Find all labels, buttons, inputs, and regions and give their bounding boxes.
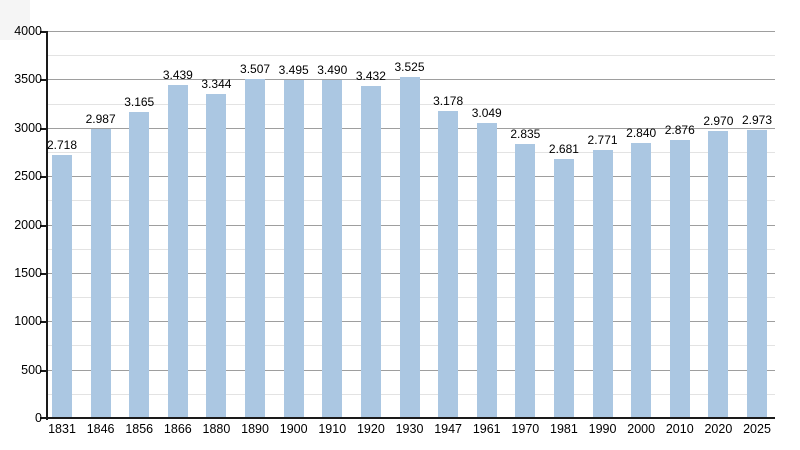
bar-value-label-2000: 2.840 — [626, 126, 657, 141]
bar-value-label-1981: 2.681 — [548, 141, 579, 156]
bar-value-label-1866: 3.439 — [162, 68, 193, 83]
y-tick-0 — [40, 417, 46, 419]
bar-1961 — [476, 123, 497, 418]
bar-value-label-1846: 2.987 — [85, 112, 116, 126]
y-axis-label-2500: 2500 — [14, 169, 42, 184]
bar-value-label-2010: 2.876 — [664, 122, 695, 137]
bar-value-label-1831: 2.718 — [46, 138, 78, 153]
y-tick-2500 — [40, 176, 46, 179]
bar-2000 — [631, 143, 652, 418]
x-axis-label-1910: 1910 — [318, 422, 347, 436]
bar-value-label-1961: 3.049 — [471, 106, 502, 120]
y-axis-label-500: 500 — [21, 362, 42, 377]
y-tick-4000 — [40, 31, 46, 33]
bar-1990 — [592, 149, 613, 418]
x-axis-label-1970: 1970 — [511, 422, 540, 436]
y-axis-label-4000: 4000 — [14, 24, 42, 38]
x-axis-label-1930: 1930 — [395, 422, 424, 436]
y-tick-3500 — [40, 79, 46, 82]
minor-gridline-3750 — [48, 55, 775, 57]
corner-artifact — [0, 0, 30, 40]
x-axis-label-1920: 1920 — [356, 422, 385, 436]
y-tick-1500 — [40, 272, 46, 275]
y-tick-500 — [40, 369, 46, 372]
y-axis-label-3000: 3000 — [14, 120, 42, 135]
bar-1831 — [52, 155, 72, 418]
x-axis-label-1831: 1831 — [48, 422, 76, 436]
x-axis-label-1856: 1856 — [125, 422, 154, 436]
y-axis-label-3500: 3500 — [14, 72, 42, 87]
bar-1981 — [553, 158, 574, 418]
y-axis-label-1500: 1500 — [14, 265, 42, 280]
bar-value-label-2025: 2.973 — [741, 113, 773, 128]
x-axis-label-1961: 1961 — [472, 422, 501, 436]
bar-value-label-1990: 2.771 — [587, 132, 618, 147]
bar-1930 — [399, 76, 420, 418]
y-axis-label-0: 0 — [35, 411, 42, 425]
bar-1920 — [360, 85, 381, 418]
bar-1846 — [90, 129, 111, 418]
x-axis-label-1981: 1981 — [550, 422, 578, 436]
bar-2025 — [747, 130, 767, 418]
x-axis-label-2010: 2010 — [665, 422, 694, 436]
x-axis-label-1880: 1880 — [202, 422, 231, 436]
bar-1947 — [438, 110, 459, 418]
x-axis-label-2020: 2020 — [704, 422, 733, 436]
x-axis-label-1900: 1900 — [279, 422, 308, 436]
bar-1970 — [515, 143, 536, 418]
bar-1890 — [245, 78, 266, 418]
y-tick-2000 — [40, 224, 46, 227]
bar-value-label-1890: 3.507 — [240, 61, 271, 76]
bar-2020 — [708, 130, 729, 418]
y-axis-line — [46, 31, 48, 420]
bar-value-label-1900: 3.495 — [278, 62, 309, 77]
major-gridline-4000 — [48, 31, 775, 32]
bar-value-label-1970: 2.835 — [510, 126, 541, 141]
bar-2010 — [669, 139, 690, 418]
bar-value-label-2020: 2.970 — [703, 113, 734, 128]
bar-1856 — [129, 111, 150, 418]
x-axis-label-1990: 1990 — [588, 422, 617, 436]
x-axis-line — [46, 417, 775, 419]
bar-value-label-1910: 3.490 — [317, 63, 348, 78]
y-tick-3000 — [40, 127, 46, 130]
plot-area: 2.718 2.987 3.165 3.439 3.344 3.507 3.495 3.490… — [40, 31, 775, 420]
x-axis-label-1866: 1866 — [163, 422, 192, 436]
x-axis-label-2025: 2025 — [743, 422, 771, 436]
bar-1910 — [322, 80, 343, 418]
bar-1866 — [167, 85, 188, 418]
y-axis-label-1000: 1000 — [14, 314, 42, 329]
bar-value-label-1856: 3.165 — [124, 94, 155, 109]
bar-value-label-1920: 3.432 — [355, 68, 386, 83]
x-axis-label-1890: 1890 — [241, 422, 269, 436]
x-axis-label-1947: 1947 — [434, 422, 463, 436]
bar-1900 — [283, 79, 304, 418]
bar-value-label-1947: 3.178 — [433, 93, 464, 108]
bar-1880 — [206, 94, 227, 418]
y-tick-1000 — [40, 321, 46, 324]
x-axis-label-2000: 2000 — [627, 422, 656, 436]
bar-value-label-1880: 3.344 — [201, 77, 232, 92]
x-axis-label-1846: 1846 — [86, 422, 115, 436]
bar-value-label-1930: 3.525 — [394, 59, 425, 74]
y-axis-label-2000: 2000 — [14, 217, 42, 232]
